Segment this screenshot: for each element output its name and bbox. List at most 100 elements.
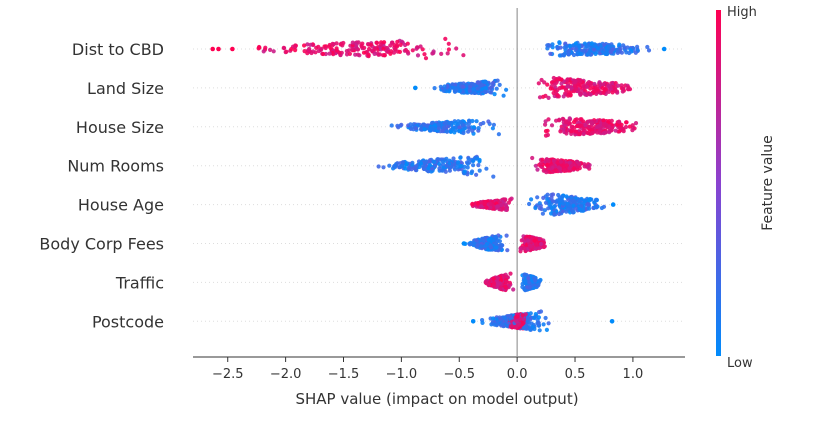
point — [476, 126, 481, 131]
point — [550, 192, 556, 197]
point — [393, 47, 398, 52]
point — [302, 43, 307, 48]
point — [555, 160, 560, 165]
point — [613, 128, 618, 133]
point — [504, 233, 509, 238]
point — [399, 122, 404, 127]
point — [565, 84, 570, 89]
point — [546, 158, 551, 164]
point — [314, 45, 319, 51]
point — [497, 281, 502, 286]
x-tick-label: −2.5 — [212, 367, 244, 382]
point — [527, 201, 532, 207]
point — [545, 82, 550, 87]
point — [588, 92, 593, 97]
point — [577, 198, 583, 203]
point — [508, 315, 513, 320]
point — [529, 197, 534, 202]
point — [581, 119, 586, 124]
point — [509, 196, 514, 201]
point — [621, 129, 626, 134]
point — [470, 169, 475, 174]
point — [495, 78, 500, 83]
point — [418, 44, 423, 49]
point — [550, 165, 555, 170]
point — [511, 287, 516, 292]
point — [475, 243, 480, 248]
point — [583, 123, 588, 128]
point — [409, 167, 414, 172]
x-tick-label: 1.0 — [623, 367, 644, 382]
point — [422, 52, 427, 57]
point — [423, 159, 429, 164]
point — [544, 327, 550, 332]
point — [595, 125, 600, 130]
point — [545, 162, 551, 167]
point — [321, 51, 326, 57]
point — [382, 40, 387, 45]
point — [557, 40, 562, 45]
point — [504, 87, 509, 92]
point — [557, 211, 562, 217]
point — [430, 166, 435, 171]
point — [366, 52, 371, 58]
point — [582, 91, 587, 96]
point — [543, 93, 548, 98]
point — [440, 168, 445, 173]
point — [437, 166, 442, 171]
point — [582, 199, 587, 204]
point — [470, 118, 475, 124]
point — [577, 207, 582, 212]
point — [557, 118, 562, 123]
point — [441, 125, 446, 130]
point — [565, 77, 570, 83]
point — [464, 160, 470, 165]
point — [567, 49, 572, 55]
point — [606, 83, 611, 88]
point — [499, 202, 504, 207]
point — [539, 241, 544, 247]
point — [546, 321, 551, 326]
point — [527, 284, 532, 290]
point — [430, 51, 435, 56]
feature-label: Dist to CBD — [72, 40, 164, 59]
point — [600, 125, 605, 130]
point — [521, 246, 526, 251]
point — [518, 246, 523, 251]
point — [293, 43, 298, 48]
point — [403, 166, 408, 171]
point — [421, 122, 426, 127]
point — [470, 202, 475, 207]
point — [563, 88, 569, 93]
point — [566, 93, 571, 98]
point — [465, 165, 470, 170]
point — [337, 50, 342, 56]
point — [556, 165, 561, 170]
point — [537, 236, 542, 242]
point — [497, 239, 502, 244]
point — [524, 324, 529, 329]
point — [562, 167, 567, 172]
point — [454, 46, 459, 51]
point — [413, 167, 418, 173]
point — [552, 204, 557, 209]
point — [382, 53, 387, 58]
point — [490, 84, 495, 89]
point — [501, 93, 506, 98]
feature-label: Postcode — [92, 312, 164, 331]
point — [440, 129, 445, 134]
point — [418, 161, 424, 166]
point — [537, 206, 543, 211]
point — [403, 47, 408, 53]
point — [584, 84, 590, 89]
point — [528, 244, 533, 249]
point — [361, 50, 367, 55]
point — [356, 40, 361, 45]
feature-labels: Dist to CBD Land Size House Size Num Rooms H… — [39, 40, 164, 331]
point — [397, 49, 402, 55]
point — [561, 53, 567, 58]
point — [560, 195, 565, 200]
point — [545, 128, 550, 133]
point — [530, 324, 535, 329]
point — [615, 48, 620, 53]
